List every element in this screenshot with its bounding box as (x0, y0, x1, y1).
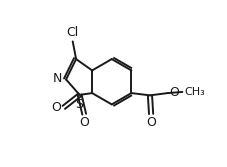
Text: Cl: Cl (67, 26, 79, 39)
Text: CH₃: CH₃ (184, 87, 205, 97)
Text: S: S (75, 98, 83, 111)
Text: N: N (53, 72, 62, 85)
Text: O: O (51, 101, 61, 114)
Text: O: O (169, 86, 179, 99)
Text: O: O (146, 116, 156, 129)
Text: O: O (79, 116, 89, 129)
